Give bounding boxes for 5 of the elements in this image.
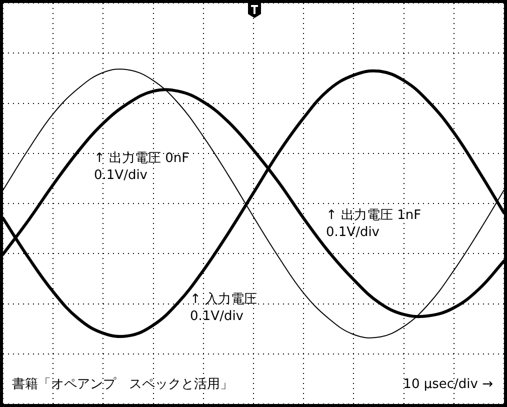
annotation: ↑ 出力電圧 0nF 0.1V/div: [94, 150, 190, 184]
annotation: ↑ 入力電圧 0.1V/div: [190, 291, 258, 325]
x-axis-title: 10 µsec/div →: [403, 376, 493, 393]
annotation: ↑ 出力電圧 1nF 0.1V/div: [326, 207, 422, 241]
text: 書籍「オペアンプ スペックと活用」: [12, 376, 233, 393]
